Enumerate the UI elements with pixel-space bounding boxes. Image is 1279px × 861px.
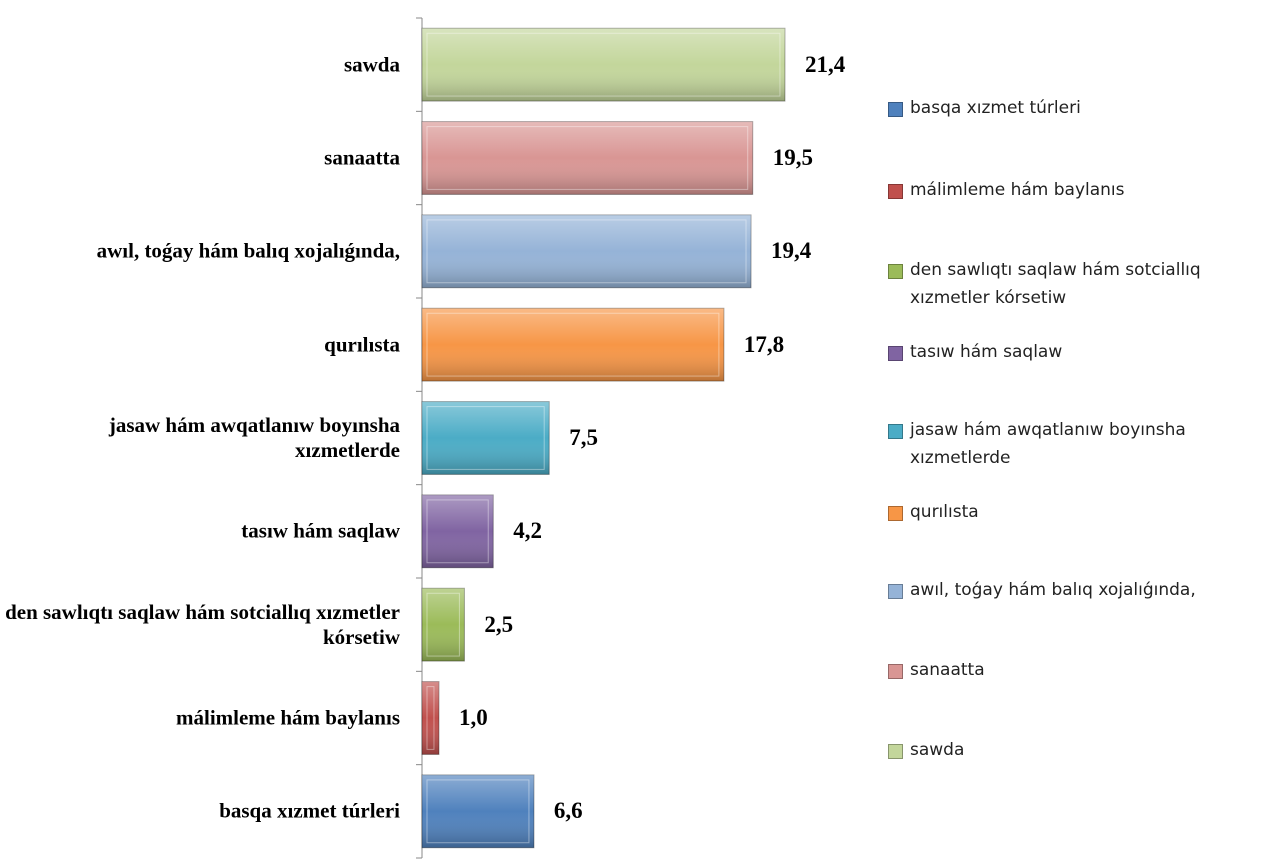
bar-bevel [426, 686, 435, 750]
bar-group [421, 494, 494, 569]
legend-item: málimleme hám baylanıs [888, 176, 1273, 204]
bar-group [421, 214, 752, 289]
y-tick-label: den sawlıqtı saqlaw hám sotciallıq xızme… [5, 599, 400, 649]
bar-group [421, 307, 725, 382]
y-tick-label: qurılısta [324, 332, 400, 357]
value-label: 7,5 [569, 425, 598, 450]
y-tick-label: awıl, toǵay hám balıq xojalıǵında, [96, 238, 400, 263]
legend-swatch [888, 584, 903, 599]
legend-swatch [888, 664, 903, 679]
bar-bevel [426, 499, 489, 564]
bar-bevel [426, 779, 530, 844]
bar-shine [422, 494, 494, 568]
legend-item: den sawlıqtı saqlaw hám sotciallıq xızme… [888, 256, 1273, 312]
bar-shine [422, 308, 724, 382]
bar-bevel [426, 126, 749, 190]
bar-bevel [426, 406, 545, 470]
bar-group [421, 27, 786, 102]
value-label: 19,4 [771, 238, 812, 264]
bar-shine [422, 588, 465, 662]
value-label: 19,5 [772, 145, 813, 170]
legend-swatch [888, 744, 903, 759]
legend-label: sanaatta [910, 660, 985, 680]
legend-item: jasaw hám awqatlanıw boyınsha xızmetlerd… [888, 416, 1273, 472]
legend-label: málimleme hám baylanıs [910, 180, 1125, 200]
bar-shine [422, 214, 752, 288]
bar-group [421, 681, 440, 755]
legend-label: awıl, toǵay hám balıq xojalıǵında, [910, 580, 1196, 600]
bar-shine [422, 28, 785, 102]
value-label: 1,0 [458, 705, 488, 730]
value-label: 21,4 [804, 51, 846, 77]
legend-item: sawda [888, 736, 1273, 764]
legend-label: qurılısta [910, 502, 979, 522]
bar-shine [422, 774, 534, 848]
bar-bevel [426, 592, 460, 657]
y-tick-label: tasıw hám saqlaw [241, 518, 400, 543]
bar-group [421, 587, 465, 662]
bar-bevel [426, 312, 720, 377]
y-tick-label: sawda [343, 52, 400, 77]
legend-swatch [888, 424, 903, 439]
legend-swatch [888, 506, 903, 521]
bar-shine [422, 681, 439, 755]
legend-item: qurılısta [888, 498, 1273, 526]
legend-label: basqa xızmet túrleri [910, 98, 1081, 118]
legend-item: awıl, toǵay hám balıq xojalıǵında, [888, 576, 1273, 604]
legend-label: tasıw hám saqlaw [910, 342, 1063, 362]
legend-label: sawda [910, 740, 965, 760]
y-tick-label: sanaatta [324, 145, 400, 170]
legend-item: tasıw hám saqlaw [888, 338, 1273, 366]
value-label: 2,5 [484, 611, 514, 637]
bar-bevel [426, 32, 781, 97]
y-tick-label: basqa xızmet túrleri [219, 798, 400, 823]
bar-bevel [426, 219, 747, 284]
y-tick-label: málimleme hám baylanıs [176, 705, 400, 730]
bar-shine [422, 121, 753, 195]
bar-shine [422, 401, 550, 475]
legend-label: jasaw hám awqatlanıw boyınsha xızmetlerd… [910, 420, 1186, 468]
bar-group [421, 121, 754, 195]
bar-group [421, 774, 535, 849]
legend-label: den sawlıqtı saqlaw hám sotciallıq xızme… [910, 260, 1201, 308]
legend-swatch [888, 264, 903, 279]
bar-group [421, 401, 550, 475]
legend-swatch [888, 102, 903, 117]
y-tick-label: jasaw hám awqatlanıw boyınsha xızmetlerd… [108, 413, 400, 462]
value-label: 17,8 [743, 331, 785, 357]
legend-item: sanaatta [888, 656, 1273, 684]
legend-swatch [888, 184, 903, 199]
legend-swatch [888, 346, 903, 361]
legend-item: basqa xızmet túrleri [888, 94, 1273, 122]
value-label: 6,6 [553, 798, 583, 824]
value-label: 4,2 [513, 518, 542, 544]
